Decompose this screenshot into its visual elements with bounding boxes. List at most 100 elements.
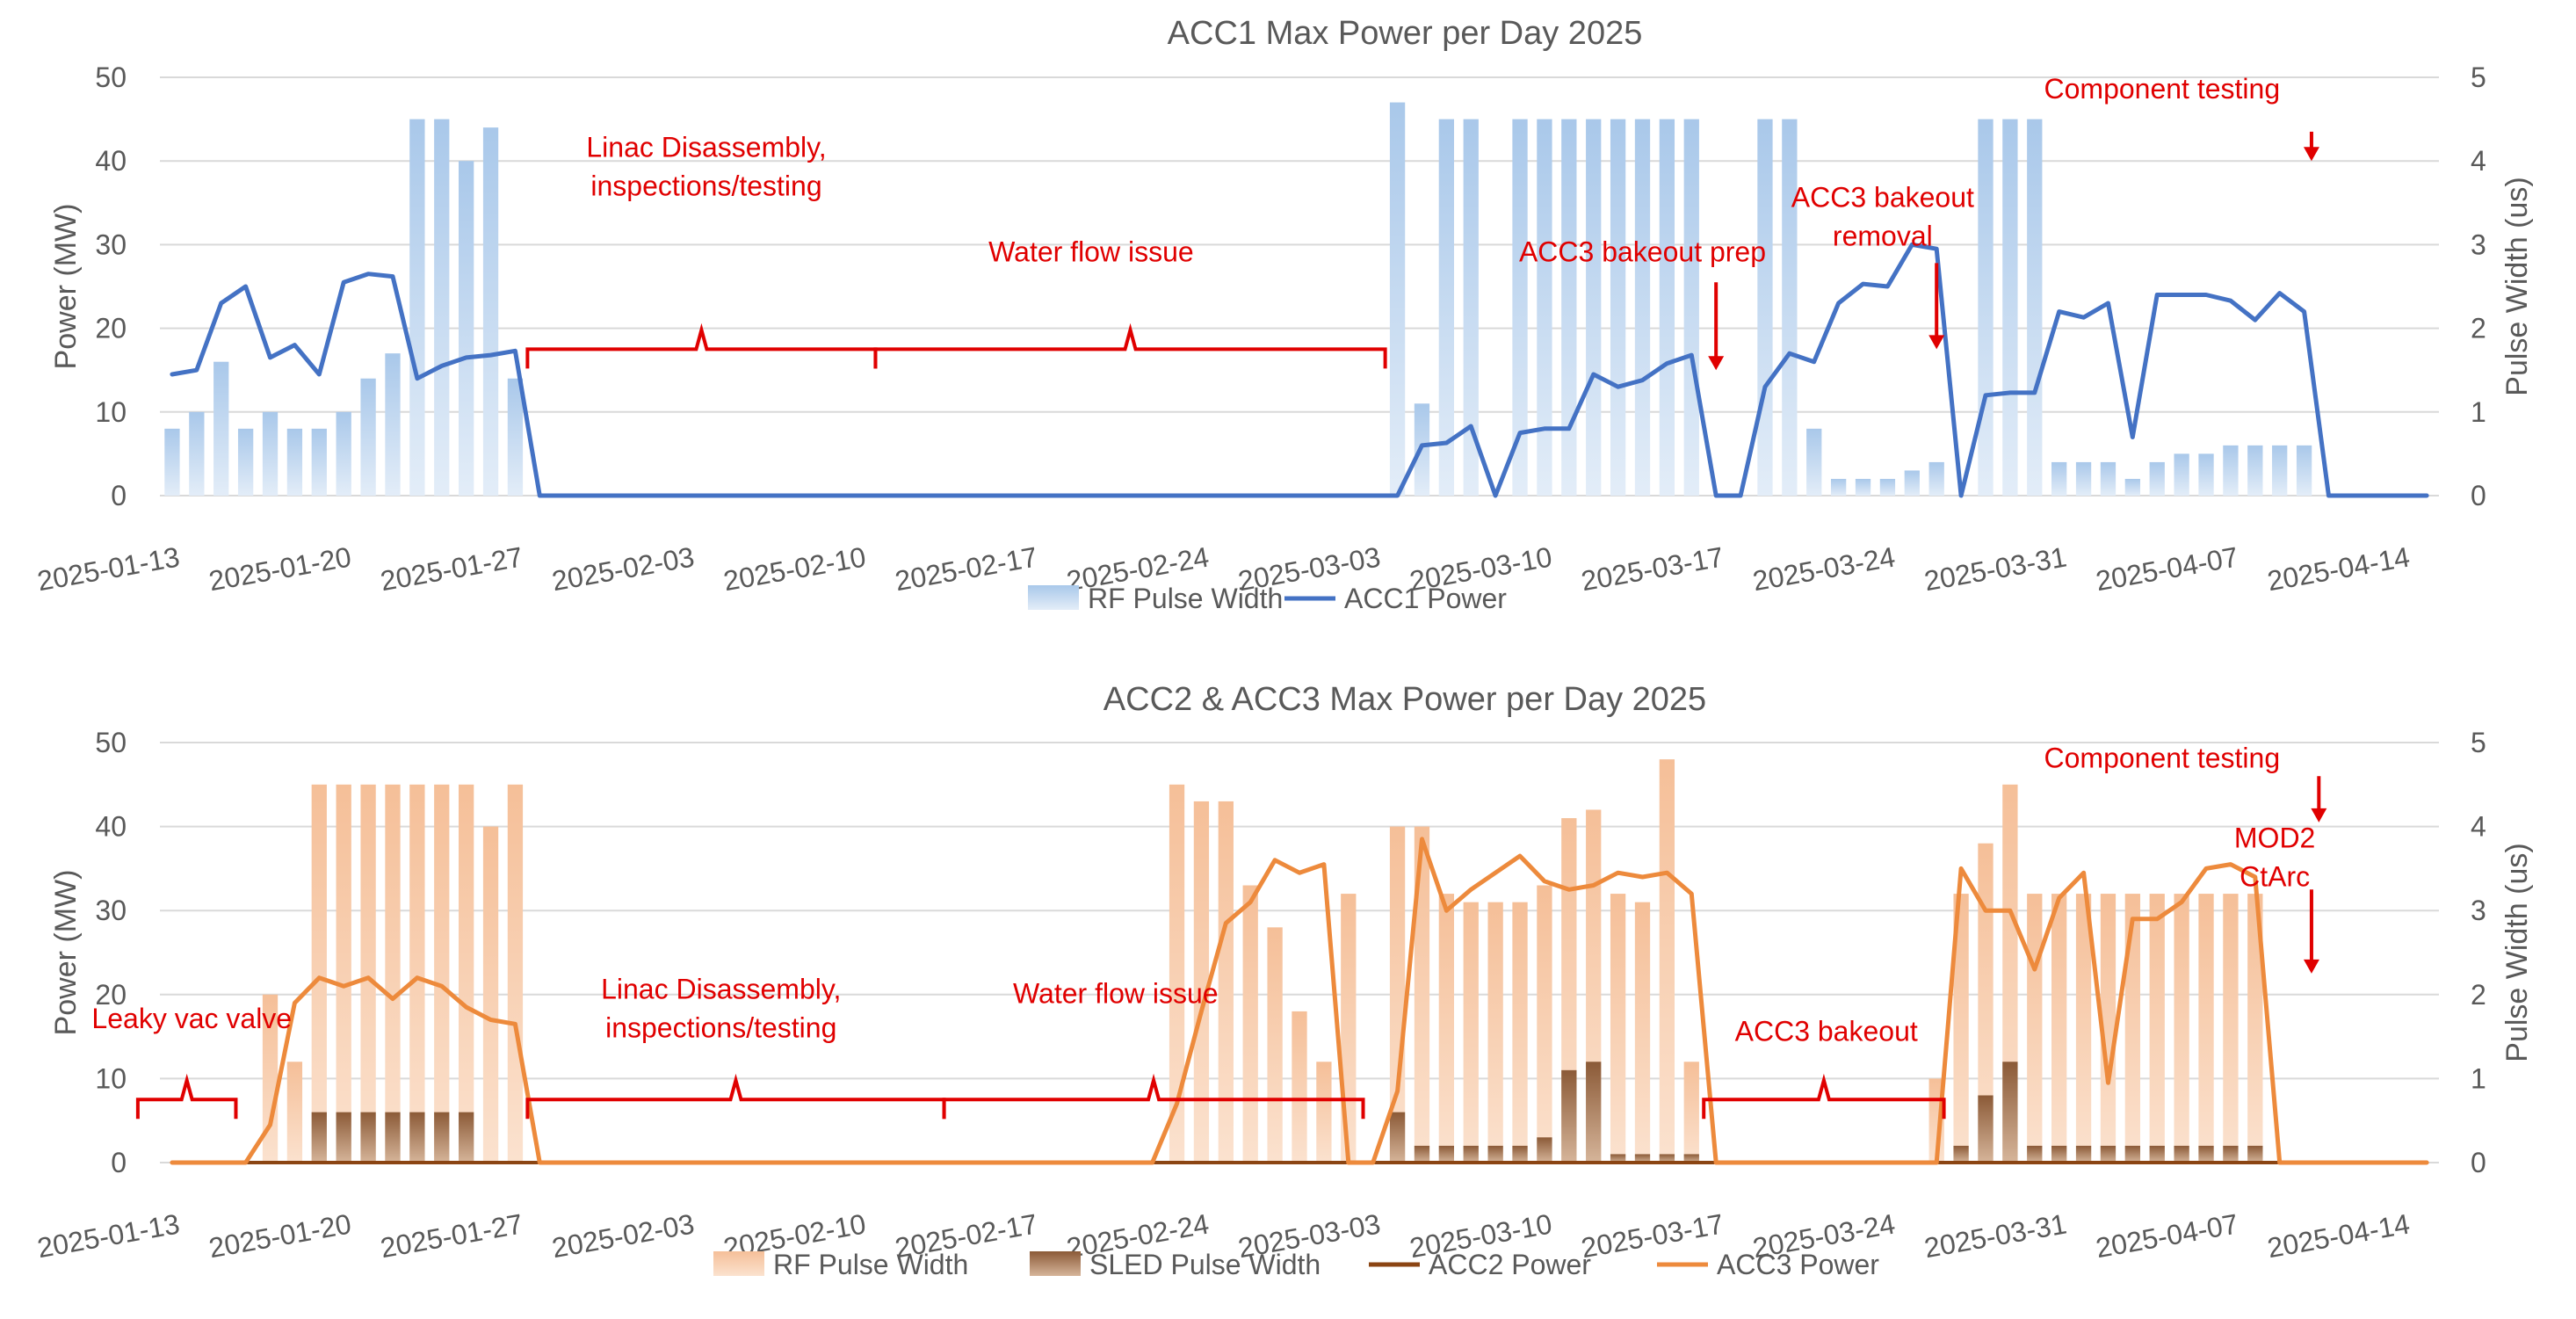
y-tick-label: 0 <box>111 1147 127 1178</box>
x-tick-label: 2025-02-03 <box>549 540 696 597</box>
series-line-acc1-power <box>170 242 2429 498</box>
y2-tick-label: 3 <box>2471 895 2486 926</box>
x-tick-label: 2025-01-27 <box>378 540 525 597</box>
rf-pulse-width-bar <box>164 428 180 496</box>
rf-pulse-width-bar <box>482 826 499 1163</box>
rf-pulse-width-bar <box>1586 119 1602 496</box>
rf-pulse-width-bar <box>2223 894 2239 1163</box>
rf-pulse-width-bar <box>1610 894 1626 1163</box>
rf-pulse-width-bar <box>1414 826 1430 1163</box>
rf-pulse-width-bar <box>2198 894 2214 1163</box>
rf-pulse-width-bar <box>1928 461 1944 496</box>
sled-pulse-width-bar <box>1537 1137 1552 1163</box>
y2-tick-label: 3 <box>2471 228 2486 260</box>
legend-label: ACC1 Power <box>1344 583 1507 614</box>
y2-axis-title: Pulse Width (us) <box>2500 843 2534 1062</box>
rf-pulse-width-bar <box>213 361 229 496</box>
y-tick-label: 30 <box>95 228 127 260</box>
y2-axis-title: Pulse Width (us) <box>2500 177 2534 395</box>
annotation-text: Component testing <box>2044 73 2281 105</box>
y-tick-label: 20 <box>95 313 127 344</box>
sled-pulse-width-bar <box>1683 1154 1699 1163</box>
rf-pulse-width-bar <box>1316 1062 1332 1163</box>
rf-pulse-width-bar <box>1879 478 1896 496</box>
y2-tick-label: 2 <box>2471 313 2486 344</box>
rf-pulse-width-bar <box>385 353 401 496</box>
sled-pulse-width-bar <box>2075 1145 2092 1163</box>
rf-pulse-width-bar <box>1537 119 1552 496</box>
annotation-brace <box>942 1073 1365 1120</box>
rf-pulse-width-bar <box>2174 894 2189 1163</box>
sled-pulse-width-bar <box>1659 1154 1675 1163</box>
rf-pulse-width-bar <box>1806 428 1822 496</box>
annotation-text: Water flow issue <box>1013 977 1219 1009</box>
chart-title: ACC1 Max Power per Day 2025 <box>1168 15 1643 52</box>
y-tick-label: 30 <box>95 895 127 926</box>
x-tick-label: 2025-02-10 <box>721 540 868 597</box>
x-tick-label: 2025-02-03 <box>549 1207 696 1264</box>
sled-pulse-width-bar <box>1414 1145 1430 1163</box>
rf-pulse-width-bar <box>2247 445 2263 496</box>
x-tick-label: 2025-04-07 <box>2094 540 2240 597</box>
annotation-text: Leaky vac valve <box>91 1003 292 1034</box>
rf-pulse-width-bar <box>1267 927 1283 1163</box>
rf-pulse-width-bar <box>336 411 351 496</box>
annotation-text: removal <box>1833 221 1933 252</box>
rf-pulse-width-bar <box>2124 478 2140 496</box>
legend-label: ACC3 Power <box>1717 1249 1879 1280</box>
sled-pulse-width-bar <box>1634 1154 1651 1163</box>
annotation-text: MOD2 <box>2234 823 2315 854</box>
rf-pulse-width-bar <box>2174 453 2189 496</box>
legend-label: ACC2 Power <box>1429 1249 1591 1280</box>
annotation-brace <box>525 323 878 369</box>
y2-tick-label: 0 <box>2471 480 2486 511</box>
rf-pulse-width-bar <box>1463 902 1479 1163</box>
rf-pulse-width-bar <box>1683 119 1699 496</box>
x-tick-label: 2025-04-07 <box>2094 1207 2240 1264</box>
rf-pulse-width-bar <box>2100 894 2117 1163</box>
rf-pulse-width-bar <box>2027 119 2043 496</box>
annotation-text: ACC3 bakeout prep <box>1519 236 1766 267</box>
rf-pulse-width-bar <box>2149 461 2165 496</box>
y2-tick-label: 4 <box>2471 811 2486 843</box>
y2-tick-label: 4 <box>2471 145 2486 177</box>
rf-pulse-width-bar <box>286 1062 303 1163</box>
sled-pulse-width-bar <box>360 1112 376 1163</box>
y-axis-title: Power (MW) <box>49 204 83 370</box>
rf-pulse-width-bar <box>2149 894 2165 1163</box>
y-tick-label: 50 <box>95 727 127 758</box>
rf-pulse-width-bar <box>2075 894 2092 1163</box>
rf-pulse-width-bar <box>1953 894 1969 1163</box>
rf-pulse-width-bar <box>1438 119 1455 496</box>
rf-pulse-width-bar <box>459 784 474 1163</box>
x-tick-label: 2025-03-31 <box>1921 1207 2068 1264</box>
sled-pulse-width-bar <box>409 1112 425 1163</box>
sled-pulse-width-bar <box>2174 1145 2189 1163</box>
rf-pulse-width-bar <box>434 119 450 496</box>
x-tick-label: 2025-01-13 <box>35 540 182 597</box>
rf-pulse-width-bar <box>1757 119 1773 496</box>
rf-pulse-width-bar <box>385 784 401 1163</box>
y2-tick-label: 5 <box>2471 727 2486 758</box>
sled-pulse-width-bar <box>2223 1145 2239 1163</box>
annotation-text: Linac Disassembly, <box>601 974 841 1005</box>
x-tick-label: 2025-03-31 <box>1921 540 2068 597</box>
sled-pulse-width-bar <box>2198 1145 2214 1163</box>
rf-pulse-width-bar <box>1512 902 1528 1163</box>
annotation-arrow-head <box>2303 147 2319 162</box>
chart-title: ACC2 & ACC3 Max Power per Day 2025 <box>1103 681 1706 718</box>
rf-pulse-width-bar <box>2296 445 2312 496</box>
annotation-text: Linac Disassembly, <box>586 131 826 163</box>
rf-pulse-width-bar <box>2002 119 2018 496</box>
sled-pulse-width-bar <box>1389 1112 1406 1163</box>
annotation-text: CtArc <box>2240 861 2310 893</box>
annotation-arrow-head <box>1708 356 1725 371</box>
y-axis-title: Power (MW) <box>49 870 83 1036</box>
sled-pulse-width-bar <box>2149 1145 2165 1163</box>
rf-pulse-width-bar <box>286 428 303 496</box>
y-tick-label: 0 <box>111 480 127 511</box>
annotation-arrow-head <box>1928 335 1945 350</box>
rf-pulse-width-bar <box>2027 894 2043 1163</box>
rf-pulse-width-bar <box>336 784 351 1163</box>
